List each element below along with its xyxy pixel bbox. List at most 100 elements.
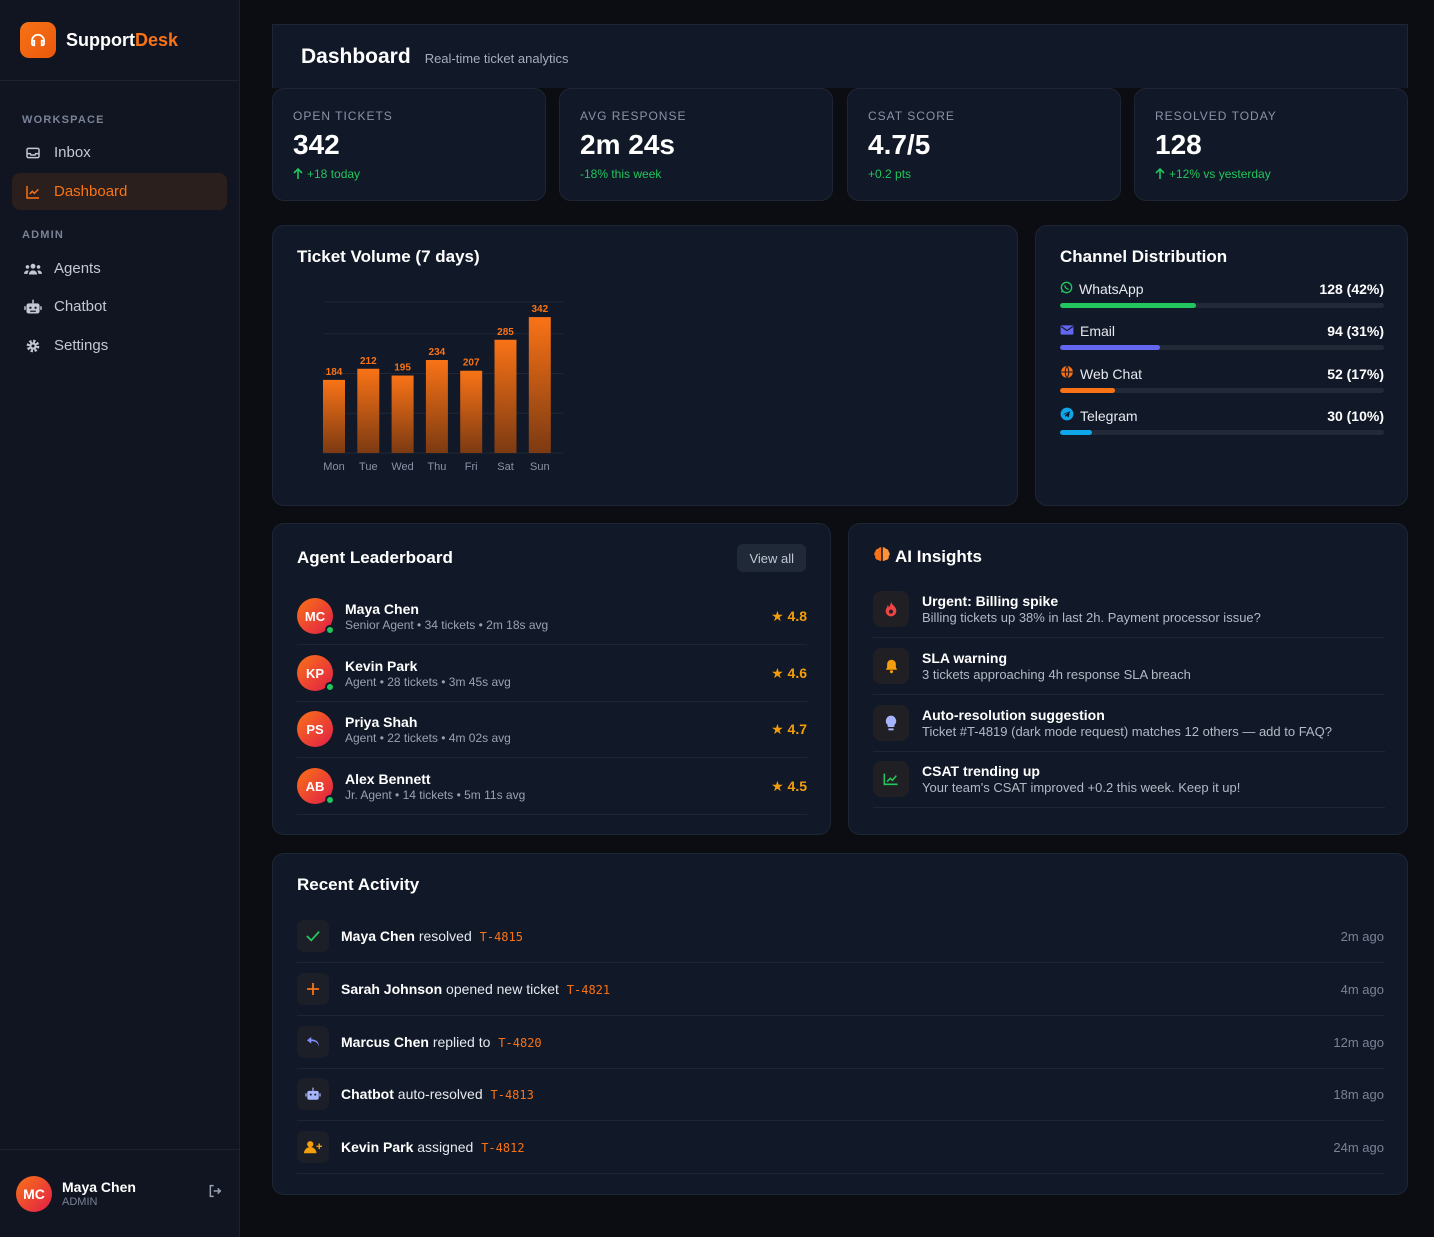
agent-meta: Senior Agent • 34 tickets • 2m 18s avg (345, 617, 549, 632)
activity-actor: Chatbot (341, 1086, 394, 1102)
envelope-icon (1060, 323, 1074, 339)
brain-icon (873, 545, 891, 568)
insight-title: Urgent: Billing spike (922, 593, 1059, 609)
sidebar-item-settings[interactable]: Settings (12, 327, 227, 364)
ticket-link[interactable]: T-4813 (490, 1088, 534, 1102)
activity-row[interactable]: Kevin Park assigned T-4812 24m ago (297, 1121, 1384, 1174)
agent-name: Kevin Park (345, 657, 418, 674)
channel-name: Web Chat (1080, 365, 1142, 382)
activity-time: 2m ago (1340, 928, 1384, 944)
activity-row[interactable]: Maya Chen resolved T-4815 2m ago (297, 910, 1384, 963)
activity-row[interactable]: Sarah Johnson opened new ticket T-4821 4… (297, 963, 1384, 1016)
ticket-link[interactable]: T-4815 (479, 930, 523, 944)
brand-name: SupportDesk (66, 29, 179, 50)
x-tick-label: Sat (497, 461, 514, 473)
headset-icon (20, 22, 56, 58)
channel-row-telegram: Telegram 30 (10%) (1060, 407, 1384, 435)
card-title: Recent Activity (297, 875, 420, 894)
insight-row[interactable]: Auto-resolution suggestion Ticket #T-4819… (873, 695, 1385, 752)
inbox-icon (24, 144, 42, 162)
insight-row[interactable]: CSAT trending up Your team's CSAT improve… (873, 751, 1385, 808)
avatar: AB (297, 768, 335, 805)
stat-card-open-tickets: OPEN TICKETS 342 +18 today (272, 88, 546, 201)
x-tick-label: Wed (391, 461, 413, 473)
agent-rating: ★ 4.8 (771, 607, 807, 624)
nav-section-admin: ADMIN (22, 229, 65, 241)
bar-value-label: 195 (394, 363, 411, 374)
users-icon (24, 260, 42, 278)
activity-action: assigned (417, 1139, 474, 1155)
insight-title: Auto-resolution suggestion (922, 707, 1105, 723)
sidebar: SupportDesk WORKSPACE Inbox Dashboard AD… (0, 0, 240, 1237)
agent-row[interactable]: PS Priya Shah Agent • 22 tickets • 4m 02s… (297, 701, 807, 758)
agent-row[interactable]: AB Alex Bennett Jr. Agent • 14 tickets • … (297, 758, 807, 815)
agent-row[interactable]: MC Maya Chen Senior Agent • 34 tickets • … (297, 588, 807, 645)
sidebar-item-agents[interactable]: Agents (12, 250, 227, 287)
activity-actor: Sarah Johnson (341, 981, 443, 997)
avatar[interactable]: MC (16, 1175, 52, 1212)
brand[interactable]: SupportDesk (0, 0, 239, 81)
ticket-volume-chart: 184 Mon 212 Tue 195 Wed 234 Thu 207 Fri 285 Sat 342 S… (323, 301, 563, 473)
view-all-button[interactable]: View all (737, 544, 806, 572)
channel-progress-fill (1060, 430, 1093, 435)
agent-meta: Agent • 28 tickets • 3m 45s avg (345, 674, 511, 689)
bar-value-label: 234 (429, 347, 446, 358)
chart-bar[interactable] (494, 339, 517, 453)
insight-row[interactable]: SLA warning 3 tickets approaching 4h resp… (873, 638, 1385, 695)
chart-bar[interactable] (391, 375, 414, 453)
stat-card-csat: CSAT SCORE 4.7/5 +0.2 pts (847, 88, 1121, 201)
ticket-link[interactable]: T-4820 (498, 1036, 542, 1050)
agent-name: Priya Shah (345, 713, 418, 730)
stat-label: CSAT SCORE (868, 109, 955, 123)
channel-value: 128 (42%) (1319, 281, 1384, 297)
agent-row[interactable]: KP Kevin Park Agent • 28 tickets • 3m 45s… (297, 645, 807, 702)
page-title: Dashboard (301, 44, 411, 68)
activity-row[interactable]: Chatbot auto-resolved T-4813 18m ago (297, 1068, 1384, 1121)
sidebar-item-label: Inbox (54, 144, 91, 161)
insight-row[interactable]: Urgent: Billing spike Billing tickets up … (873, 581, 1385, 638)
sidebar-item-chatbot[interactable]: Chatbot (12, 288, 227, 325)
user-plus-icon (297, 1131, 329, 1163)
activity-time: 24m ago (1333, 1139, 1384, 1155)
chart-bar[interactable] (425, 360, 448, 453)
activity-time: 18m ago (1333, 1086, 1384, 1102)
chart-bar[interactable] (357, 368, 380, 453)
activity-row[interactable]: Marcus Chen replied to T-4820 12m ago (297, 1016, 1384, 1069)
activity-actor: Marcus Chen (341, 1034, 429, 1050)
ticket-link[interactable]: T-4812 (481, 1141, 525, 1155)
user-name: Maya Chen (62, 1179, 136, 1195)
avatar: PS (297, 711, 333, 747)
robot-icon (297, 1078, 329, 1110)
arrow-up-icon (293, 168, 303, 179)
agent-leaderboard-card: Agent Leaderboard View all MC Maya Chen S… (272, 523, 831, 835)
avatar: KP (297, 655, 335, 692)
card-title: AI Insights (873, 545, 982, 568)
online-indicator (325, 795, 335, 805)
ticket-link[interactable]: T-4821 (566, 983, 611, 997)
activity-actor: Kevin Park (341, 1139, 414, 1155)
page-header: Dashboard Real-time ticket analytics (272, 24, 1408, 88)
insight-desc: Billing tickets up 38% in last 2h. Payme… (922, 610, 1261, 625)
sidebar-item-label: Agents (54, 260, 101, 277)
sidebar-item-label: Settings (54, 337, 109, 354)
stat-label: OPEN TICKETS (293, 109, 393, 123)
sidebar-item-dashboard[interactable]: Dashboard (12, 173, 227, 210)
activity-action: replied to (432, 1034, 491, 1050)
agent-name: Alex Bennett (345, 770, 431, 787)
gear-icon (24, 337, 42, 355)
agent-rating: ★ 4.7 (771, 720, 807, 737)
chart-bar[interactable] (528, 317, 551, 453)
x-tick-label: Fri (465, 461, 478, 473)
channel-value: 52 (17%) (1327, 365, 1384, 382)
agent-name: Maya Chen (345, 600, 419, 617)
ai-insights-card: AI Insights Urgent: Billing spike Billing… (848, 523, 1408, 835)
card-title: Ticket Volume (7 days) (297, 247, 480, 266)
logout-icon[interactable] (207, 1183, 223, 1204)
recent-activity-card: Recent Activity Maya Chen resolved T-481… (272, 853, 1408, 1195)
chart-bar[interactable] (323, 379, 345, 453)
sidebar-item-inbox[interactable]: Inbox (12, 134, 227, 171)
agent-rating: ★ 4.6 (771, 664, 807, 681)
chart-bar[interactable] (460, 370, 483, 453)
whatsapp-icon (1060, 281, 1073, 297)
lightbulb-icon (873, 705, 909, 741)
